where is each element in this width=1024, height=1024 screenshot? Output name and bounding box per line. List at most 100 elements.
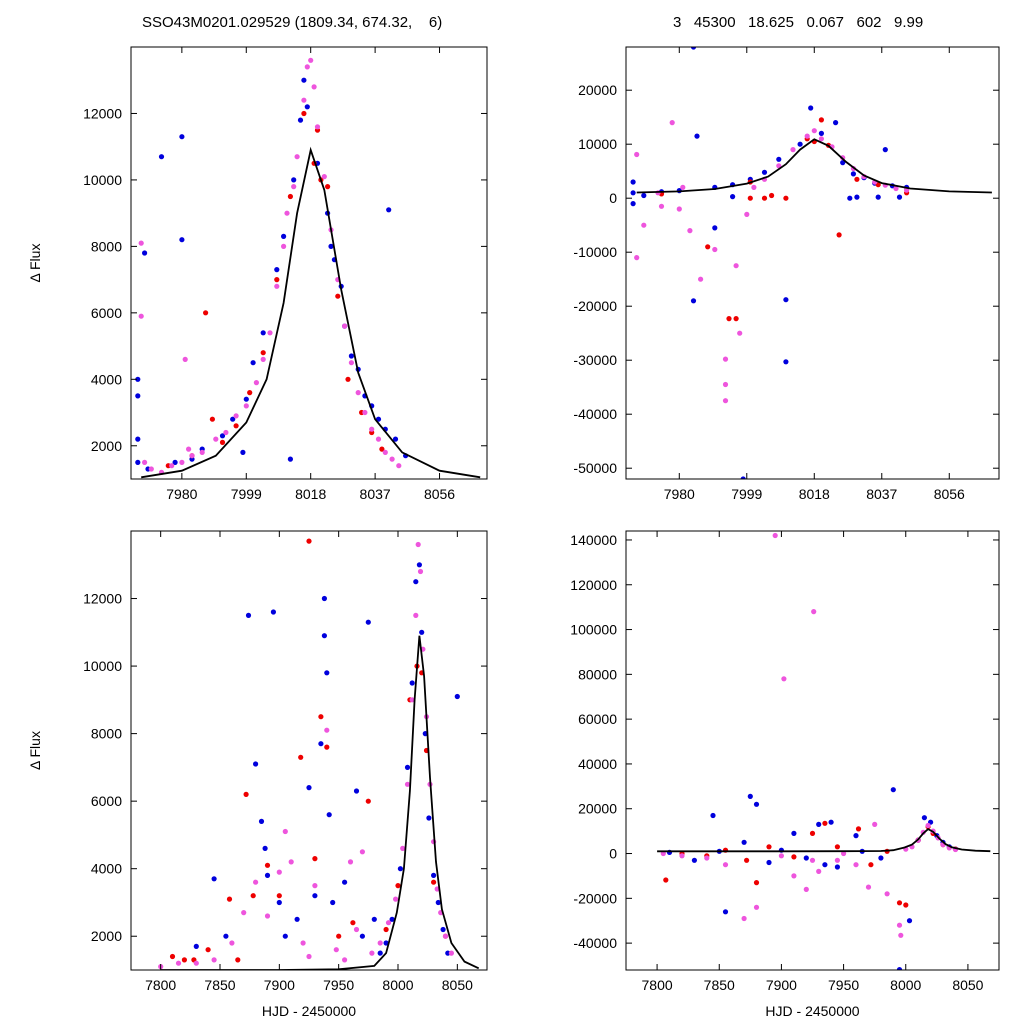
point-red [836, 232, 842, 238]
point-blue [274, 267, 280, 273]
panel-top-right: 7980 7999 8018 8037 8056 -50000 -40000 -30000 -2… [573, 46, 1000, 502]
point-magenta [722, 356, 729, 362]
point-red [336, 933, 342, 939]
point-magenta [142, 459, 148, 465]
point-red [431, 879, 437, 885]
point-red [896, 900, 903, 906]
point-magenta [342, 323, 348, 329]
point-red [287, 193, 293, 200]
point-blue [324, 670, 330, 676]
point-magenta [634, 151, 640, 158]
point-magenta [753, 904, 760, 910]
point-magenta [893, 185, 899, 192]
point-magenta [304, 64, 310, 70]
point-blue [791, 830, 797, 837]
x-tick-label: 7800 [145, 977, 176, 993]
y-tick-label: 80000 [578, 666, 617, 682]
x-tick-label: 8050 [442, 977, 473, 993]
y-tick-label: 8000 [91, 238, 122, 254]
y-tick-label: -30000 [573, 352, 617, 368]
point-magenta [199, 449, 205, 455]
y-axis-label: Δ Flux [27, 731, 43, 770]
point-blue [896, 194, 903, 200]
point-magenta [347, 859, 354, 865]
point-blue [371, 916, 377, 922]
point-blue [853, 833, 859, 839]
point-red [345, 376, 351, 382]
point-blue [818, 130, 825, 136]
panel-bottom-left: 7800 7850 7900 7950 8000 8050 2000 4000 6000 8000… [27, 530, 488, 1019]
point-blue [353, 788, 360, 794]
point-blue [135, 393, 141, 399]
point-magenta [676, 206, 682, 212]
plot-frame [130, 530, 488, 971]
point-blue [833, 120, 839, 126]
point-blue [383, 940, 389, 946]
point-blue [326, 812, 332, 818]
point-blue [294, 916, 300, 922]
point-magenta [791, 873, 797, 879]
point-blue [440, 926, 446, 933]
data-points [158, 538, 460, 970]
point-blue [822, 862, 828, 868]
plot-frame [625, 46, 1000, 480]
point-magenta [400, 845, 406, 852]
point-magenta [306, 953, 312, 960]
y-tick-label: -50000 [573, 460, 617, 476]
point-magenta [179, 459, 185, 465]
point-magenta [223, 429, 229, 436]
point-magenta [211, 957, 217, 963]
point-magenta [300, 940, 306, 946]
point-red [834, 844, 841, 850]
point-blue [223, 933, 229, 939]
point-red [726, 316, 732, 322]
point-magenta [634, 255, 640, 261]
point-magenta [359, 849, 365, 855]
x-tick-label: 7999 [231, 486, 262, 502]
point-magenta [772, 532, 778, 539]
point-blue [730, 194, 736, 200]
point-blue [690, 298, 697, 304]
point-blue [783, 297, 789, 303]
point-blue [301, 77, 307, 83]
point-red [350, 920, 356, 926]
point-magenta [264, 913, 271, 919]
point-magenta [324, 727, 330, 733]
point-red [903, 902, 909, 908]
point-red [809, 830, 816, 837]
point-blue [330, 899, 336, 906]
point-red [325, 184, 331, 190]
point-magenta [281, 243, 287, 249]
point-magenta [233, 413, 239, 419]
point-blue [690, 47, 697, 50]
point-red [753, 880, 760, 886]
point-red [264, 862, 271, 868]
point-red [318, 714, 324, 720]
y-axis-label: Δ Flux [27, 244, 43, 283]
point-magenta [369, 950, 375, 956]
point-magenta [148, 466, 154, 472]
point-blue [419, 629, 425, 635]
point-magenta [182, 356, 188, 362]
plot-frame [130, 46, 488, 480]
point-magenta [353, 926, 360, 933]
point-magenta [253, 380, 259, 386]
point-magenta [294, 154, 300, 160]
y-tick-label: 12000 [83, 105, 122, 121]
point-red [247, 390, 253, 396]
point-magenta [138, 313, 144, 319]
point-magenta [898, 932, 904, 938]
point-red [306, 538, 312, 544]
point-magenta [333, 947, 339, 953]
point-blue [840, 160, 846, 166]
point-blue [875, 194, 881, 200]
point-magenta [741, 915, 747, 922]
point-red [209, 416, 215, 422]
point-magenta [641, 222, 647, 228]
y-tick-label: 20000 [578, 801, 617, 817]
point-blue [312, 893, 318, 899]
point-blue [142, 250, 148, 256]
x-tick-label: 7900 [766, 977, 797, 993]
point-blue [847, 195, 853, 201]
point-red [791, 854, 797, 860]
